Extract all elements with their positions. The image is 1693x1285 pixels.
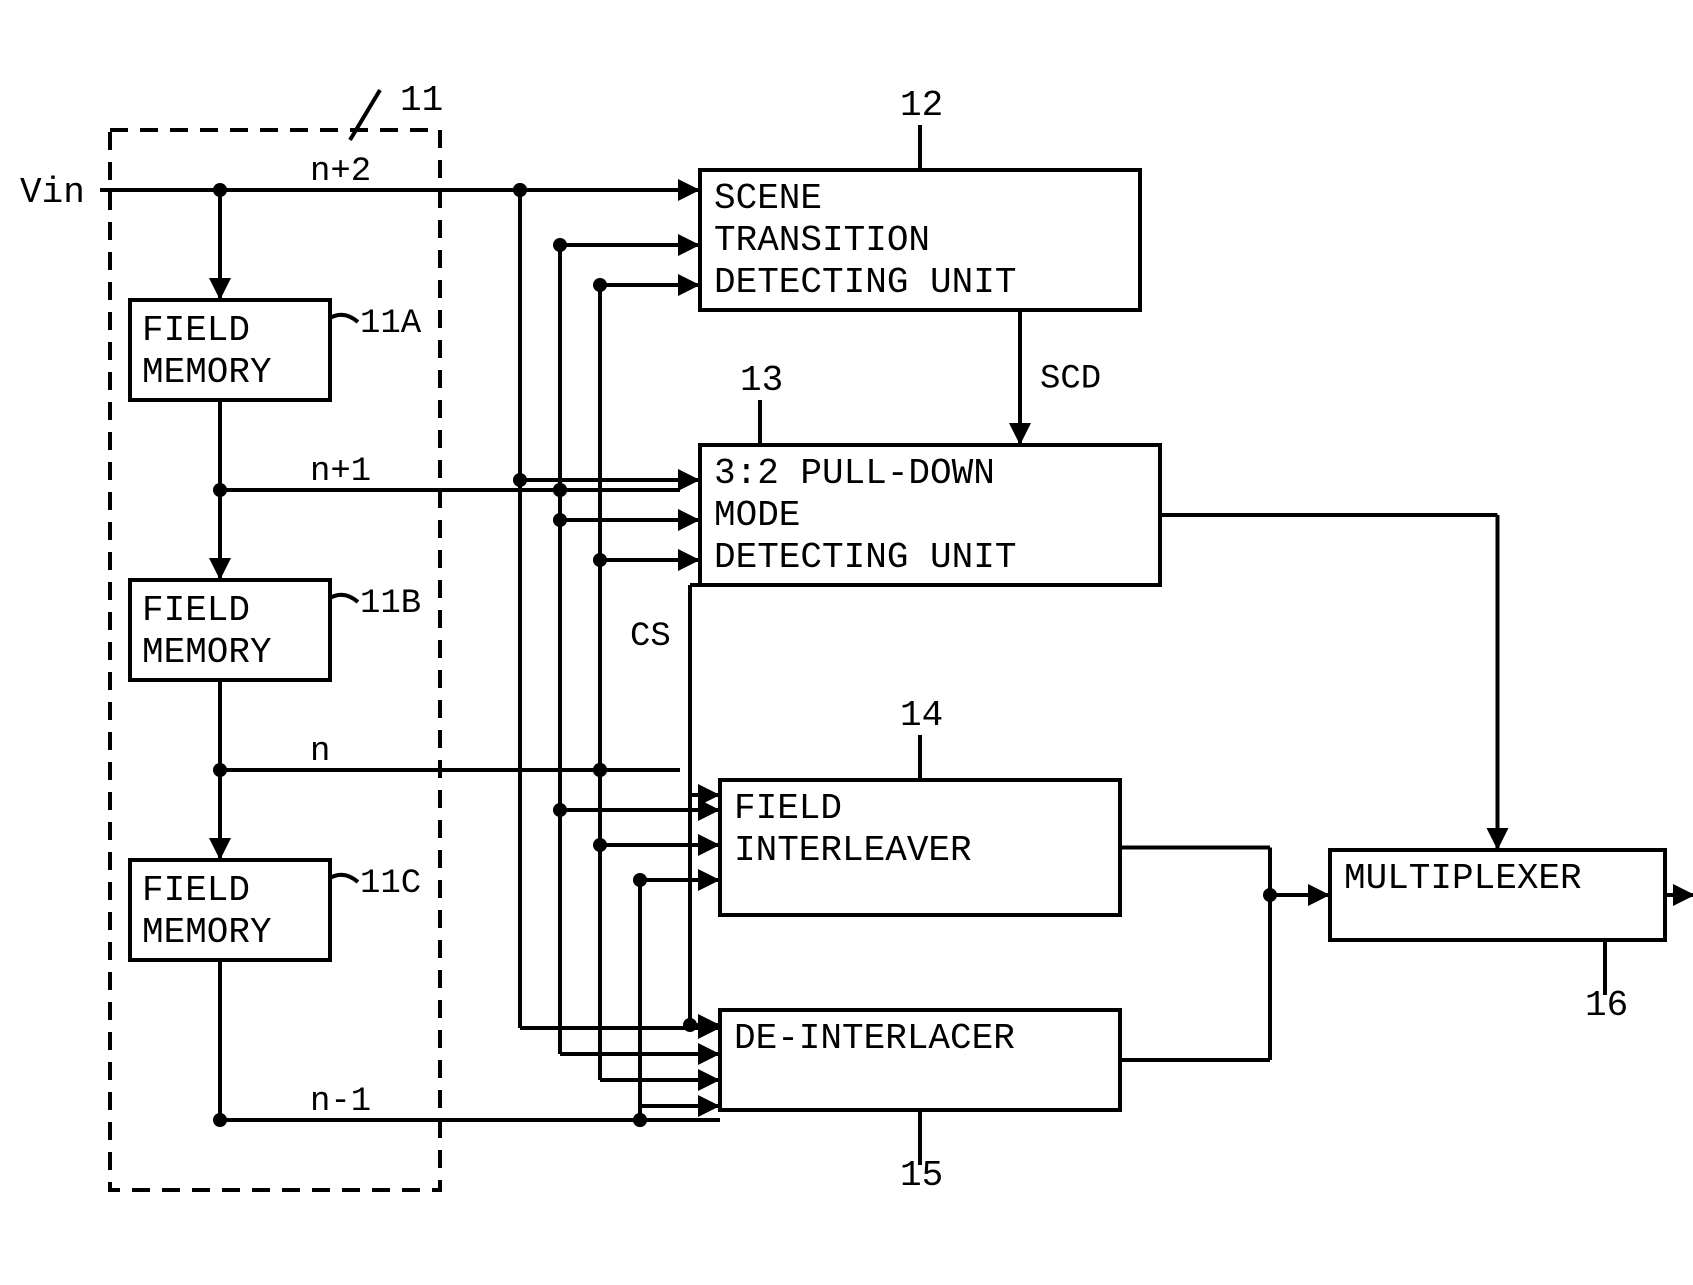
svg-text:11: 11 xyxy=(400,80,443,121)
svg-text:MEMORY: MEMORY xyxy=(142,352,272,393)
svg-text:MEMORY: MEMORY xyxy=(142,632,272,673)
svg-text:SCENE: SCENE xyxy=(714,178,822,219)
svg-text:n+2: n+2 xyxy=(310,153,371,191)
svg-text:DE-INTERLACER: DE-INTERLACER xyxy=(734,1018,1015,1059)
svg-text:11C: 11C xyxy=(360,865,421,903)
svg-text:11A: 11A xyxy=(360,305,422,343)
svg-text:MODE: MODE xyxy=(714,495,800,536)
svg-text:INTERLEAVER: INTERLEAVER xyxy=(734,830,972,871)
svg-text:DETECTING UNIT: DETECTING UNIT xyxy=(714,537,1016,578)
svg-text:FIELD: FIELD xyxy=(142,310,250,351)
svg-text:11B: 11B xyxy=(360,585,421,623)
svg-text:n-1: n-1 xyxy=(310,1083,371,1121)
svg-text:12: 12 xyxy=(900,85,943,126)
svg-text:Vin: Vin xyxy=(20,172,85,213)
svg-text:MEMORY: MEMORY xyxy=(142,912,272,953)
svg-text:FIELD: FIELD xyxy=(142,870,250,911)
svg-text:SCD: SCD xyxy=(1040,361,1101,399)
svg-text:FIELD: FIELD xyxy=(734,788,842,829)
svg-text:MULTIPLEXER: MULTIPLEXER xyxy=(1344,858,1582,899)
svg-text:DETECTING UNIT: DETECTING UNIT xyxy=(714,262,1016,303)
svg-text:n: n xyxy=(310,733,330,771)
svg-text:14: 14 xyxy=(900,695,943,736)
svg-text:13: 13 xyxy=(740,360,783,401)
svg-text:FIELD: FIELD xyxy=(142,590,250,631)
svg-text:3:2 PULL-DOWN: 3:2 PULL-DOWN xyxy=(714,453,995,494)
svg-text:CS: CS xyxy=(630,618,671,656)
svg-text:n+1: n+1 xyxy=(310,453,371,491)
svg-text:TRANSITION: TRANSITION xyxy=(714,220,930,261)
